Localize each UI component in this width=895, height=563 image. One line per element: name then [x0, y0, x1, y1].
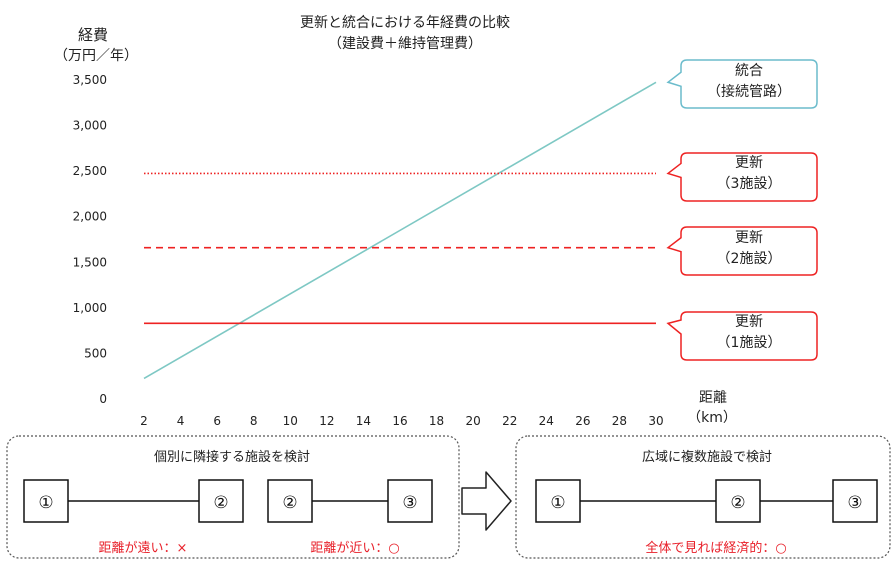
left-panel-frame — [6, 435, 460, 559]
node-box-c1 — [535, 479, 581, 523]
x-tick-label: 10 — [283, 414, 298, 428]
x-tick-label: 8 — [250, 414, 258, 428]
callout-koshin1-line1: 更新 — [735, 314, 763, 330]
node-box-b3 — [387, 479, 433, 523]
node-label-c1: ① — [550, 493, 565, 513]
x-tick-label: 20 — [466, 414, 481, 428]
y-tick-label: 1,500 — [73, 255, 107, 269]
x-tick-label: 24 — [539, 414, 554, 428]
callout-koshin2-line2: （2施設） — [717, 251, 782, 267]
node-label-c3: ③ — [847, 493, 862, 513]
callout-koshin1-line2: （1施設） — [717, 335, 782, 351]
x-tick-label: 12 — [319, 414, 334, 428]
callout-koshin3-box — [666, 152, 818, 202]
left-panel-title: 個別に隣接する施設を検討 — [154, 449, 310, 465]
note-far: 距離が遠い：× — [99, 541, 188, 556]
y-tick-label: 1,000 — [73, 301, 107, 315]
right-panel: 広域に複数施設で検討 ① ② ③ 全体で見れば経済的：○ — [515, 435, 891, 559]
callout-togo-box — [666, 59, 818, 109]
y-tick-label: 0 — [99, 392, 107, 406]
y-axis-label: 経費 — [78, 26, 108, 44]
x-tick-label: 6 — [213, 414, 221, 428]
node-box-c3 — [832, 479, 878, 523]
x-tick-label: 28 — [612, 414, 627, 428]
note-economical: 全体で見れば経済的：○ — [645, 540, 786, 556]
x-tick-label: 14 — [356, 414, 371, 428]
x-axis-unit: （km） — [687, 410, 737, 426]
x-tick-label: 2 — [140, 414, 148, 428]
chart-subtitle: （建設費＋維持管理費） — [328, 36, 482, 52]
y-tick-label: 2,000 — [73, 210, 107, 224]
callout-togo: 統合 （接続管路） — [666, 59, 818, 109]
node-label-b2: ② — [282, 493, 297, 513]
callout-togo-line1: 統合 — [735, 63, 763, 79]
right-panel-frame — [515, 435, 891, 559]
x-tick-labels: 2 4 6 8 10 12 14 16 18 20 22 24 26 28 30 — [140, 414, 663, 428]
callout-koshin2: 更新 （2施設） — [666, 226, 818, 276]
callout-koshin2-box — [666, 226, 818, 276]
node-box-a2 — [198, 479, 244, 523]
y-tick-label: 3,000 — [73, 119, 107, 133]
x-tick-label: 16 — [392, 414, 407, 428]
note-near: 距離が近い：○ — [310, 541, 399, 556]
node-label-b3: ③ — [402, 493, 417, 513]
callout-koshin2-line1: 更新 — [735, 230, 763, 246]
right-panel-title: 広域に複数施設で検討 — [642, 449, 772, 465]
callout-koshin3-line2: （3施設） — [717, 176, 782, 192]
left-panel: 個別に隣接する施設を検討 ① ② 距離が遠い：× ② ③ 距離が近い：○ — [6, 435, 460, 559]
callout-koshin3-line1: 更新 — [735, 155, 763, 171]
callout-togo-line2: （接続管路） — [707, 83, 791, 100]
x-tick-label: 30 — [648, 414, 663, 428]
right-arrow-icon — [461, 471, 512, 531]
x-tick-label: 26 — [575, 414, 590, 428]
y-axis-unit: （万円／年） — [54, 48, 138, 64]
callout-koshin1: 更新 （1施設） — [666, 311, 818, 361]
node-label-a1: ① — [38, 493, 53, 513]
callout-koshin1-box — [666, 311, 818, 361]
chart-title: 更新と統合における年経費の比較 — [300, 15, 510, 31]
y-tick-labels: 0 500 1,000 1,500 2,000 2,500 3,000 3,500 — [73, 73, 107, 406]
x-tick-label: 22 — [502, 414, 517, 428]
node-box-b2 — [267, 479, 313, 523]
series-line-0 — [143, 81, 657, 380]
y-tick-label: 2,500 — [73, 164, 107, 178]
node-label-a2: ② — [213, 493, 228, 513]
x-tick-label: 18 — [429, 414, 444, 428]
y-tick-label: 3,500 — [73, 73, 107, 87]
x-axis-label: 距離 — [699, 389, 727, 406]
callout-koshin3: 更新 （3施設） — [666, 152, 818, 202]
series-layer — [143, 81, 657, 380]
x-tick-label: 4 — [177, 414, 185, 428]
node-label-c2: ② — [730, 493, 745, 513]
y-tick-label: 500 — [84, 346, 107, 360]
